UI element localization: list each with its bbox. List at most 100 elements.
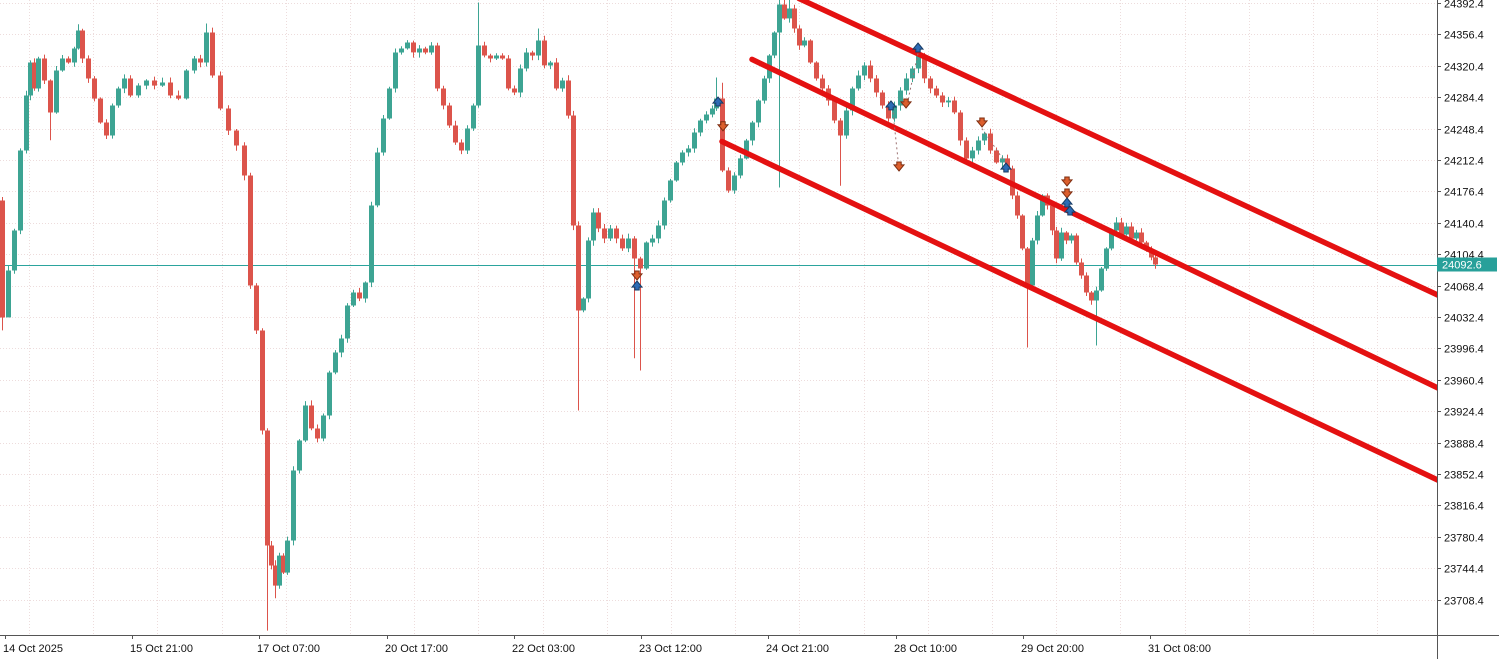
candle-body xyxy=(1149,250,1154,258)
candle-body xyxy=(862,65,867,76)
candle-body xyxy=(327,372,332,416)
candle-body xyxy=(399,48,404,53)
candle-body xyxy=(1119,222,1124,235)
sell-arrow-icon[interactable] xyxy=(892,161,906,172)
candle-body xyxy=(128,78,133,96)
candle-body xyxy=(626,238,631,249)
buy-arrow-icon[interactable] xyxy=(911,42,925,53)
candle-body xyxy=(184,70,189,99)
candle-body xyxy=(273,565,278,586)
candle-body xyxy=(333,352,338,373)
candle-body xyxy=(369,205,374,283)
candle-body xyxy=(6,270,11,318)
candle-body xyxy=(910,68,915,79)
price-axis-tick-label: 23816.4 xyxy=(1444,501,1484,513)
candle-body xyxy=(1079,262,1084,276)
price-axis-tick-label: 23744.4 xyxy=(1444,564,1484,576)
buy-arrow-icon[interactable] xyxy=(1063,205,1077,216)
buy-arrow-icon[interactable] xyxy=(630,280,644,291)
candle-body xyxy=(772,32,777,56)
candle-body xyxy=(976,140,981,151)
candle-body xyxy=(820,78,825,89)
candle-body xyxy=(80,30,85,59)
candle-body xyxy=(285,540,290,573)
sell-arrow-icon[interactable] xyxy=(899,98,913,109)
candle-body xyxy=(756,100,761,123)
candle-body xyxy=(952,100,957,113)
sell-arrow-icon[interactable] xyxy=(630,270,644,281)
buy-arrow-icon[interactable] xyxy=(1060,197,1074,208)
candle-body xyxy=(726,170,731,191)
time-axis-tick-label: 14 Oct 2025 xyxy=(3,643,63,655)
candle-body xyxy=(958,112,963,141)
candle-body xyxy=(269,545,274,566)
candle-body xyxy=(1134,232,1139,239)
candle-body xyxy=(591,212,596,241)
candle-body xyxy=(680,152,685,163)
candle-body xyxy=(892,105,897,119)
candle-body xyxy=(92,78,97,99)
trade-connector-line xyxy=(981,128,1006,163)
candle-body xyxy=(48,80,53,113)
time-axis-tick-label: 29 Oct 20:00 xyxy=(1021,643,1084,655)
candle-body xyxy=(1114,222,1119,231)
channel-trendline-1[interactable] xyxy=(796,0,1443,298)
candle-body xyxy=(1015,195,1020,216)
candle-body xyxy=(459,142,464,151)
candle-body xyxy=(850,88,855,111)
candle-body xyxy=(1124,226,1129,235)
candle-body xyxy=(1153,257,1158,265)
candle-body xyxy=(303,405,308,441)
candle-body xyxy=(596,212,601,229)
candle-body xyxy=(548,62,553,66)
candle-body xyxy=(1000,158,1005,163)
candle-body xyxy=(536,40,541,56)
candle-body xyxy=(86,58,91,79)
candle-body xyxy=(704,114,709,121)
channel-trendline-3[interactable] xyxy=(719,138,1443,483)
price-axis-tick-label: 23852.4 xyxy=(1444,470,1484,482)
candle-body xyxy=(928,78,933,89)
candle-body xyxy=(144,80,149,86)
buy-arrow-icon[interactable] xyxy=(884,100,898,111)
candle-body xyxy=(632,238,637,259)
price-axis-tick-label: 24392.4 xyxy=(1444,0,1484,11)
candle-body xyxy=(934,88,939,96)
plot-area[interactable] xyxy=(0,0,1443,635)
candle-body xyxy=(122,78,127,89)
price-axis-tick-label: 24068.4 xyxy=(1444,282,1484,294)
price-axis-tick-label: 24140.4 xyxy=(1444,219,1484,231)
sell-arrow-icon[interactable] xyxy=(975,117,989,128)
candle-body xyxy=(566,80,571,116)
sell-arrow-icon[interactable] xyxy=(1060,176,1074,187)
sell-arrow-icon[interactable] xyxy=(1060,188,1074,199)
candle-body xyxy=(554,62,559,89)
candle-body xyxy=(226,108,231,131)
candle-body xyxy=(644,242,649,269)
price-axis-panel[interactable] xyxy=(1438,0,1499,659)
buy-arrow-icon[interactable] xyxy=(999,162,1013,173)
buy-arrow-icon[interactable] xyxy=(711,96,725,107)
sell-arrow-icon[interactable] xyxy=(716,121,730,132)
candle-body xyxy=(54,70,59,113)
time-axis-panel[interactable] xyxy=(0,636,1499,659)
candle-body xyxy=(277,555,282,586)
candle-body xyxy=(530,52,535,56)
candle-body xyxy=(136,85,141,96)
candle-body xyxy=(988,133,993,151)
candle-body xyxy=(1099,268,1104,291)
candle-body xyxy=(738,158,743,176)
channel-trendline-2[interactable] xyxy=(749,56,1443,391)
candle-body xyxy=(832,100,837,121)
candle-body xyxy=(571,115,576,226)
candle-body xyxy=(176,95,181,99)
candle-body xyxy=(357,292,362,299)
candle-body xyxy=(1035,215,1040,241)
price-axis-tick-label: 23996.4 xyxy=(1444,344,1484,356)
candle-body xyxy=(844,110,849,136)
candle-body xyxy=(1129,226,1134,239)
candle-body xyxy=(792,8,797,29)
